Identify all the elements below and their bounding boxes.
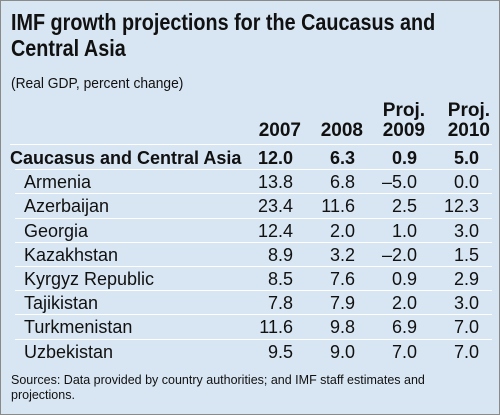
table-cell: 6.3 <box>329 148 355 168</box>
table-cell: 8.5 <box>267 269 293 289</box>
column-header-2008-year: 2008 <box>320 120 363 141</box>
table-cell: 3.0 <box>453 220 479 241</box>
table-cell: 12.3 <box>443 196 479 217</box>
table-row: Armenia 13.8 6.8 –5.0 0.0 <box>10 170 492 194</box>
column-header-2007: 2007 <box>239 121 301 141</box>
table-cell: 9.8 <box>329 317 355 338</box>
row-divider <box>15 193 492 195</box>
column-header-2010: Proj. 2010 <box>426 101 490 141</box>
table-row: Kazakhstan 8.9 3.2 –2.0 1.5 <box>10 243 492 267</box>
chart-title: IMF growth projections for the Caucasus … <box>11 9 436 61</box>
column-header-2009-year: 2009 <box>382 120 425 141</box>
table-cell: 8.9 <box>267 244 293 265</box>
table-cell: –5.0 <box>381 172 417 193</box>
table-cell: 6.8 <box>329 172 355 193</box>
table-cell: 12.4 <box>257 220 293 241</box>
table-cell: 1.5 <box>453 244 479 265</box>
table-row: Kyrgyz Republic 8.5 7.6 0.9 2.9 <box>10 267 492 291</box>
table-cell: 11.6 <box>259 317 293 338</box>
table-cell: 1.0 <box>391 220 417 241</box>
table-cell: 7.8 <box>267 293 293 314</box>
source-note: Sources: Data provided by country author… <box>11 373 425 402</box>
row-divider <box>15 314 492 316</box>
table-cell: 11.6 <box>321 196 355 217</box>
chart-title-line-2: Central Asia <box>11 35 126 61</box>
table-cell: 3.0 <box>453 293 479 314</box>
row-label: Kyrgyz Republic <box>24 269 155 289</box>
table-cell: –2.0 <box>381 244 417 265</box>
table-cell: 0.0 <box>453 172 479 193</box>
table-cell: 0.9 <box>391 148 417 168</box>
row-label: Georgia <box>24 220 89 241</box>
table-cell: 7.0 <box>453 317 479 338</box>
table-cell: 0.9 <box>391 269 417 289</box>
table-cell: 9.5 <box>267 341 293 362</box>
header-divider <box>10 144 492 145</box>
row-label: Uzbekistan <box>24 341 114 362</box>
table-cell: 2.9 <box>453 269 479 289</box>
column-header-2009: Proj. 2009 <box>363 101 425 141</box>
row-divider <box>15 338 492 340</box>
row-label: Kazakhstan <box>24 244 119 265</box>
table-cell: 5.0 <box>453 148 479 168</box>
table-row: Azerbaijan 23.4 11.6 2.5 12.3 <box>10 194 492 218</box>
table-cell: 2.0 <box>391 293 417 314</box>
table-cell: 2.5 <box>391 196 417 217</box>
column-header-2007-year: 2007 <box>258 120 301 141</box>
row-divider <box>15 241 492 243</box>
chart-subtitle: (Real GDP, percent change) <box>11 75 184 92</box>
table-row: Georgia 12.4 2.0 1.0 3.0 <box>10 219 492 243</box>
table-cell: 6.9 <box>391 317 417 338</box>
row-label: Turkmenistan <box>24 317 133 338</box>
table-cell: 7.9 <box>329 293 355 314</box>
table-cell: 12.0 <box>257 148 293 168</box>
row-divider <box>15 217 492 219</box>
table-row: Tajikistan 7.8 7.9 2.0 3.0 <box>10 291 492 315</box>
column-header-2009-proj: Proj. <box>382 100 425 121</box>
row-label: Caucasus and Central Asia <box>10 148 242 168</box>
table-cell: 7.0 <box>391 341 417 362</box>
row-divider <box>15 266 492 267</box>
column-header-2010-year: 2010 <box>447 120 490 141</box>
table-row: Uzbekistan 9.5 9.0 7.0 7.0 <box>10 340 492 364</box>
column-header-2008: 2008 <box>301 121 363 141</box>
row-divider <box>15 169 492 171</box>
table-cell: 2.0 <box>329 220 355 241</box>
table-cell: 3.2 <box>329 244 355 265</box>
table-cell: 9.0 <box>329 341 355 362</box>
table-row: Turkmenistan 11.6 9.8 6.9 7.0 <box>10 315 492 339</box>
table-cell: 23.4 <box>257 196 293 217</box>
column-header-2010-proj: Proj. <box>447 100 490 121</box>
row-label: Armenia <box>24 172 92 193</box>
table-cell: 7.0 <box>453 341 479 362</box>
table-cell: 7.6 <box>329 269 355 289</box>
table-row-total: Caucasus and Central Asia 12.0 6.3 0.9 5.0 <box>10 146 492 170</box>
row-label: Azerbaijan <box>24 196 110 217</box>
table-cell: 13.8 <box>257 172 293 193</box>
row-divider <box>15 290 492 292</box>
chart-title-line-1: IMF growth projections for the Caucasus … <box>11 9 436 35</box>
row-label: Tajikistan <box>24 293 99 314</box>
